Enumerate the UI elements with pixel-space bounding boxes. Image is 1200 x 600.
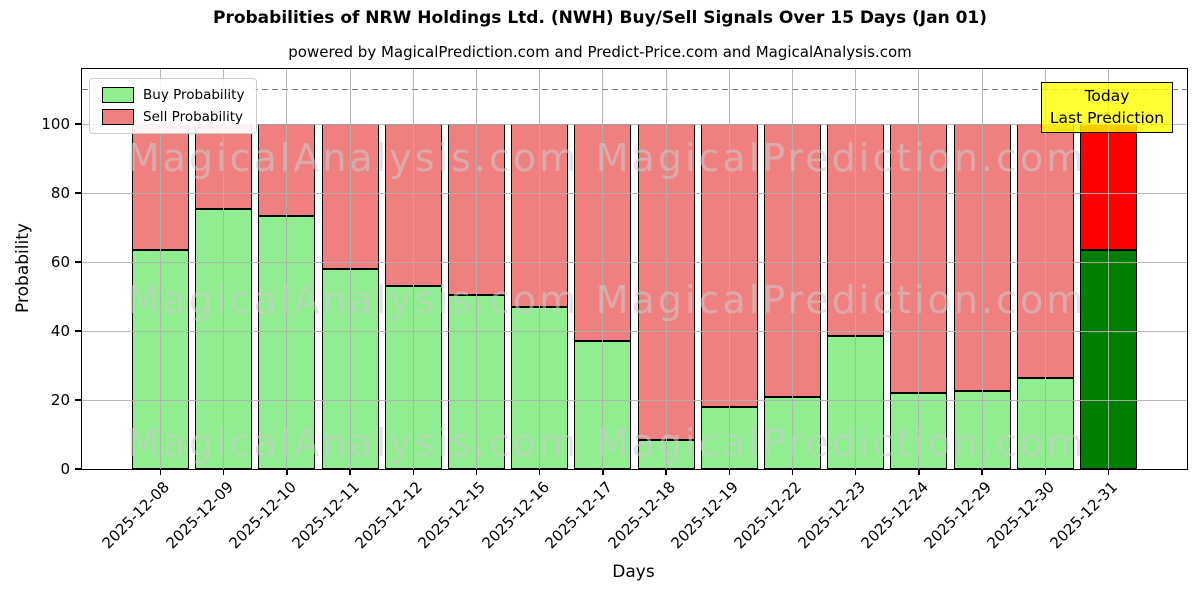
x-tick-label-text: 2025-12-30 <box>983 478 1059 553</box>
x-gridline <box>476 69 477 469</box>
x-gridline <box>1044 69 1046 469</box>
y-tick-label: 100 <box>41 115 70 134</box>
x-tick-label-text: 2025-12-09 <box>162 478 237 553</box>
x-gridline <box>981 69 983 469</box>
x-gridline <box>665 69 667 469</box>
legend-row-buy: Buy Probability <box>102 87 244 103</box>
x-tick-mark <box>602 469 604 475</box>
y-tick-mark <box>74 468 81 470</box>
x-tick-label-text: 2025-12-10 <box>225 478 300 553</box>
buy-swatch-icon <box>102 87 134 103</box>
x-gridline <box>602 69 604 469</box>
x-gridline <box>918 69 920 469</box>
y-tick-mark <box>74 261 81 263</box>
x-gridline <box>349 69 351 469</box>
today-annotation: Today Last Prediction <box>1041 82 1173 133</box>
legend-label-sell: Sell Probability <box>143 109 244 125</box>
today-annotation-line2: Last Prediction <box>1049 108 1165 127</box>
x-tick-label-text: 2025-12-11 <box>288 478 363 553</box>
plot-area: 0 20 40 60 80 100 2025-12-08 2025-12-09 2025-12-… <box>41 68 1188 552</box>
x-tick-label-text: 2025-12-19 <box>667 478 743 553</box>
watermark-text: MagicalAnalysis.com <box>126 421 580 465</box>
y-tick-mark <box>74 192 81 194</box>
x-tick-mark <box>854 469 857 475</box>
y-tick-label: 80 <box>50 184 70 203</box>
x-tick-label-text: 2025-12-16 <box>478 478 553 553</box>
x-tick-label-text: 2025-12-18 <box>604 478 679 553</box>
x-gridline <box>160 69 161 469</box>
y-gridline <box>82 123 1187 125</box>
y-gridline <box>82 261 1187 263</box>
x-gridline <box>223 69 225 469</box>
y-tick-label: 40 <box>50 322 70 341</box>
y-gridline <box>82 192 1187 194</box>
x-tick-mark <box>349 469 351 475</box>
legend-row-sell: Sell Probability <box>102 109 244 125</box>
x-tick-label-text: 2025-12-29 <box>920 478 995 553</box>
legend: Buy Probability Sell Probability <box>89 78 258 134</box>
reference-dashed-line <box>82 88 1187 91</box>
x-tick-label-text: 2025-12-12 <box>351 478 427 553</box>
x-tick-mark <box>791 469 794 475</box>
x-gridline <box>412 69 414 469</box>
y-axis-title: Probability <box>13 223 33 313</box>
x-tick-mark <box>475 469 478 475</box>
x-gridline <box>855 69 857 469</box>
x-tick-mark <box>412 469 415 475</box>
x-tick-mark <box>159 469 162 475</box>
chart-subtitle: powered by MagicalPrediction.com and Pre… <box>288 43 912 61</box>
watermark-text: MagicalAnalysis.com <box>126 278 580 322</box>
x-tick-mark <box>1044 469 1047 475</box>
x-tick-mark <box>918 469 920 475</box>
x-gridline <box>286 69 288 469</box>
x-gridline <box>792 69 793 469</box>
y-gridline <box>82 399 1187 401</box>
y-tick-mark <box>74 330 81 332</box>
legend-label-buy: Buy Probability <box>143 87 245 103</box>
y-tick-label: 60 <box>50 253 70 272</box>
x-tick-mark <box>728 469 731 475</box>
y-tick-label: 20 <box>50 391 70 410</box>
today-annotation-line1: Today <box>1084 86 1130 105</box>
x-tick-mark <box>222 469 225 475</box>
x-tick-label-text: 2025-12-22 <box>730 478 806 553</box>
x-tick-mark <box>538 469 541 475</box>
y-gridline <box>82 330 1187 332</box>
x-tick-label-text: 2025-12-15 <box>414 478 490 553</box>
y-tick-mark <box>74 399 81 401</box>
x-gridline <box>728 69 730 469</box>
x-tick-mark <box>1107 469 1110 475</box>
y-tick-mark <box>74 123 81 125</box>
chart-title: Probabilities of NRW Holdings Ltd. (NWH)… <box>212 8 988 28</box>
x-tick-mark <box>665 469 667 475</box>
x-tick-mark <box>286 469 288 475</box>
x-axis-title: Days <box>612 562 655 582</box>
x-tick-mark <box>981 469 983 475</box>
x-gridline <box>1108 69 1109 469</box>
watermark-text: MagicalPrediction.com <box>595 278 1087 322</box>
x-tick-label-text: 2025-12-08 <box>98 478 174 553</box>
y-tick-label: 0 <box>60 460 70 478</box>
sell-swatch-icon <box>102 109 134 125</box>
watermark-text: MagicalAnalysis.com <box>126 136 580 180</box>
x-tick-label-text: 2025-12-31 <box>1046 478 1122 553</box>
watermark-text: MagicalPrediction.com <box>595 136 1087 180</box>
x-tick-label-text: 2025-12-23 <box>794 478 869 553</box>
x-tick-label-text: 2025-12-17 <box>541 478 616 553</box>
x-gridline <box>539 69 541 469</box>
watermark-text: MagicalPrediction.com <box>595 421 1087 465</box>
x-tick-label-text: 2025-12-24 <box>857 478 932 553</box>
